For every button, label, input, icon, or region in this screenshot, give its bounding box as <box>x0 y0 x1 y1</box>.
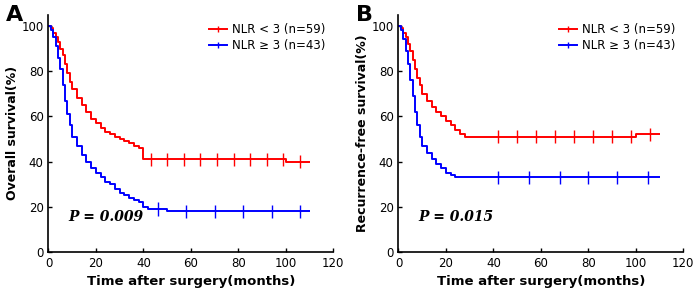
Text: B: B <box>356 5 372 25</box>
X-axis label: Time after surgery(months): Time after surgery(months) <box>437 275 645 288</box>
Text: P = 0.009: P = 0.009 <box>69 210 144 223</box>
Y-axis label: Overall survival(%): Overall survival(%) <box>6 66 19 201</box>
Text: A: A <box>6 5 23 25</box>
Text: P = 0.015: P = 0.015 <box>419 210 493 223</box>
X-axis label: Time after surgery(months): Time after surgery(months) <box>87 275 295 288</box>
Legend: NLR < 3 (n=59), NLR ≥ 3 (n=43): NLR < 3 (n=59), NLR ≥ 3 (n=43) <box>206 21 328 55</box>
Y-axis label: Recurrence-free survival(%): Recurrence-free survival(%) <box>356 34 369 232</box>
Legend: NLR < 3 (n=59), NLR ≥ 3 (n=43): NLR < 3 (n=59), NLR ≥ 3 (n=43) <box>556 21 678 55</box>
